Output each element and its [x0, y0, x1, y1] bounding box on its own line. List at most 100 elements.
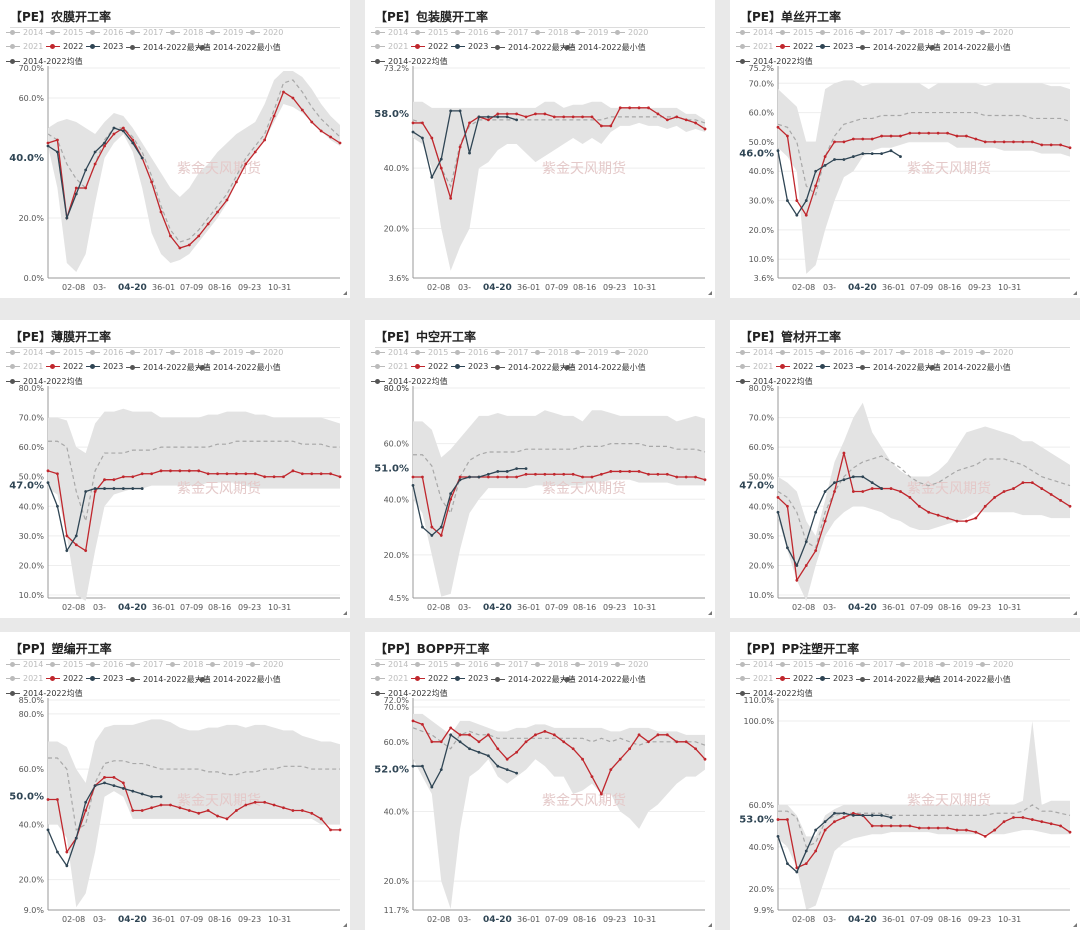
legend-item[interactable]: 2014-2022最大值 [856, 362, 941, 373]
legend-item[interactable]: 2014-2022最小值 [926, 674, 1011, 685]
legend-item[interactable]: 2018 [531, 660, 568, 669]
legend-item[interactable]: 2015 [46, 28, 83, 37]
legend-item[interactable]: 2014 [736, 660, 773, 669]
legend-item[interactable]: 2016 [451, 660, 488, 669]
resize-handle-icon[interactable] [1073, 923, 1077, 927]
resize-handle-icon[interactable] [708, 923, 712, 927]
legend-item[interactable]: 2014-2022最大值 [491, 674, 576, 685]
legend-item[interactable]: 2014 [6, 660, 43, 669]
legend-item[interactable]: 2015 [46, 348, 83, 357]
legend-item[interactable]: 2014-2022最小值 [196, 362, 281, 373]
legend-item[interactable]: 2015 [411, 348, 448, 357]
legend-item[interactable]: 2014-2022最大值 [126, 362, 211, 373]
legend-item[interactable]: 2021 [736, 362, 773, 371]
legend-item[interactable]: 2016 [86, 348, 123, 357]
legend-item[interactable]: 2014 [371, 660, 408, 669]
legend-item[interactable]: 2016 [86, 660, 123, 669]
legend-item[interactable]: 2014-2022最大值 [491, 42, 576, 53]
legend-item[interactable]: 2020 [976, 348, 1013, 357]
legend-item[interactable]: 2015 [776, 660, 813, 669]
legend-item[interactable]: 2014-2022均值 [736, 688, 813, 699]
legend-item[interactable]: 2014-2022最大值 [491, 362, 576, 373]
legend-item[interactable]: 2016 [86, 28, 123, 37]
legend-item[interactable]: 2023 [451, 42, 488, 51]
resize-handle-icon[interactable] [343, 291, 347, 295]
legend-item[interactable]: 2014 [736, 348, 773, 357]
legend-item[interactable]: 2017 [491, 348, 528, 357]
legend-item[interactable]: 2022 [411, 362, 448, 371]
legend-item[interactable]: 2020 [976, 660, 1013, 669]
legend-item[interactable]: 2018 [531, 28, 568, 37]
legend-item[interactable]: 2014-2022最大值 [856, 674, 941, 685]
legend-item[interactable]: 2017 [856, 28, 893, 37]
legend-item[interactable]: 2019 [936, 348, 973, 357]
legend-item[interactable]: 2014-2022均值 [6, 376, 83, 387]
legend-item[interactable]: 2020 [611, 28, 648, 37]
legend-item[interactable]: 2016 [816, 28, 853, 37]
legend-item[interactable]: 2017 [126, 660, 163, 669]
legend-item[interactable]: 2022 [776, 674, 813, 683]
legend-item[interactable]: 2020 [246, 660, 283, 669]
legend-item[interactable]: 2022 [46, 42, 83, 51]
legend-item[interactable]: 2014-2022均值 [736, 56, 813, 67]
legend-item[interactable]: 2021 [6, 42, 43, 51]
legend-item[interactable]: 2023 [86, 674, 123, 683]
legend-item[interactable]: 2020 [611, 660, 648, 669]
legend-item[interactable]: 2021 [6, 674, 43, 683]
legend-item[interactable]: 2017 [491, 660, 528, 669]
legend-item[interactable]: 2020 [246, 348, 283, 357]
legend-item[interactable]: 2014-2022均值 [371, 688, 448, 699]
legend-item[interactable]: 2015 [46, 660, 83, 669]
legend-item[interactable]: 2023 [816, 42, 853, 51]
legend-item[interactable]: 2023 [86, 42, 123, 51]
legend-item[interactable]: 2018 [166, 348, 203, 357]
legend-item[interactable]: 2014-2022最小值 [561, 674, 646, 685]
legend-item[interactable]: 2021 [371, 674, 408, 683]
legend-item[interactable]: 2014-2022最小值 [561, 42, 646, 53]
legend-item[interactable]: 2022 [411, 674, 448, 683]
resize-handle-icon[interactable] [343, 611, 347, 615]
legend-item[interactable]: 2019 [571, 660, 608, 669]
legend-item[interactable]: 2019 [206, 28, 243, 37]
legend-item[interactable]: 2023 [86, 362, 123, 371]
legend-item[interactable]: 2014 [371, 348, 408, 357]
legend-item[interactable]: 2019 [571, 348, 608, 357]
legend-item[interactable]: 2014-2022最大值 [856, 42, 941, 53]
legend-item[interactable]: 2019 [936, 28, 973, 37]
legend-item[interactable]: 2017 [856, 348, 893, 357]
legend-item[interactable]: 2014-2022最大值 [126, 674, 211, 685]
legend-item[interactable]: 2015 [776, 348, 813, 357]
legend-item[interactable]: 2018 [166, 660, 203, 669]
legend-item[interactable]: 2022 [776, 42, 813, 51]
legend-item[interactable]: 2014 [6, 28, 43, 37]
legend-item[interactable]: 2021 [371, 362, 408, 371]
legend-item[interactable]: 2017 [856, 660, 893, 669]
legend-item[interactable]: 2015 [411, 660, 448, 669]
legend-item[interactable]: 2014 [371, 28, 408, 37]
legend-item[interactable]: 2014 [6, 348, 43, 357]
legend-item[interactable]: 2014-2022均值 [371, 56, 448, 67]
legend-item[interactable]: 2017 [126, 28, 163, 37]
legend-item[interactable]: 2020 [246, 28, 283, 37]
legend-item[interactable]: 2018 [896, 28, 933, 37]
legend-item[interactable]: 2014-2022最大值 [126, 42, 211, 53]
legend-item[interactable]: 2021 [736, 42, 773, 51]
resize-handle-icon[interactable] [708, 291, 712, 295]
legend-item[interactable]: 2016 [816, 348, 853, 357]
legend-item[interactable]: 2014-2022最小值 [926, 362, 1011, 373]
legend-item[interactable]: 2022 [46, 674, 83, 683]
legend-item[interactable]: 2018 [896, 660, 933, 669]
legend-item[interactable]: 2023 [816, 362, 853, 371]
legend-item[interactable]: 2016 [451, 28, 488, 37]
legend-item[interactable]: 2021 [736, 674, 773, 683]
legend-item[interactable]: 2023 [451, 674, 488, 683]
legend-item[interactable]: 2021 [371, 42, 408, 51]
legend-item[interactable]: 2014-2022最小值 [561, 362, 646, 373]
legend-item[interactable]: 2023 [816, 674, 853, 683]
resize-handle-icon[interactable] [708, 611, 712, 615]
legend-item[interactable]: 2023 [451, 362, 488, 371]
legend-item[interactable]: 2014-2022均值 [6, 56, 83, 67]
legend-item[interactable]: 2018 [896, 348, 933, 357]
legend-item[interactable]: 2016 [816, 660, 853, 669]
legend-item[interactable]: 2022 [411, 42, 448, 51]
